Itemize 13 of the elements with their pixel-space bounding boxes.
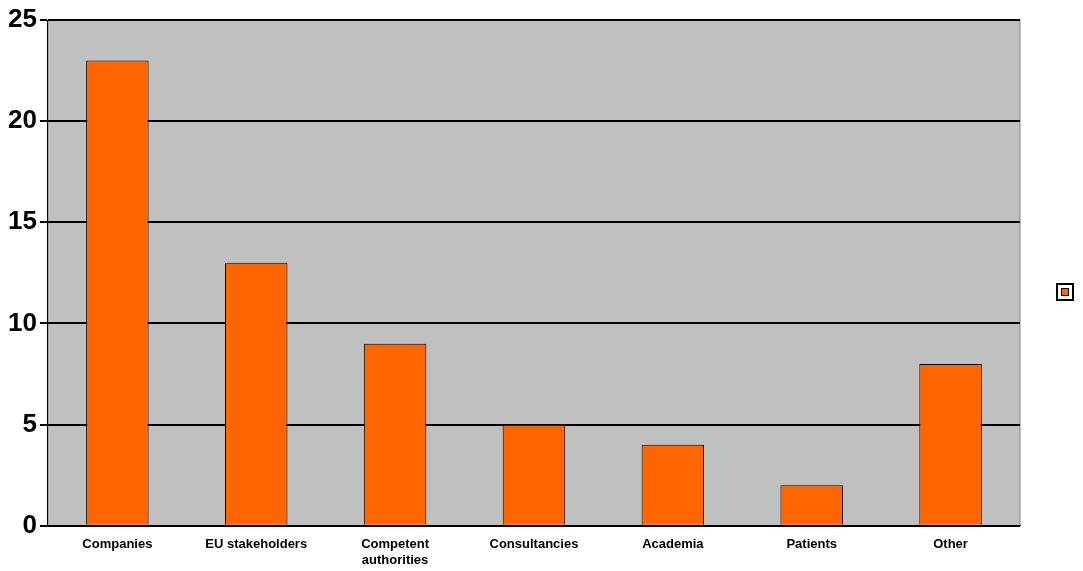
x-tick-label: Competent authorities [361, 536, 430, 567]
x-tick-label: Academia [642, 536, 705, 552]
x-tick-label: EU stakeholders [205, 536, 308, 552]
y-tick-label: 0 [22, 508, 37, 539]
y-tick-label: 25 [8, 3, 37, 34]
y-tick-label: 5 [22, 407, 37, 438]
x-tick-label: Patients [786, 536, 837, 552]
y-tick-label: 10 [8, 306, 37, 337]
y-tick-label: 20 [8, 104, 37, 135]
y-tick-label: 15 [8, 205, 37, 236]
x-tick-label: Other [933, 536, 968, 552]
x-tick-label: Consultancies [489, 536, 579, 552]
x-tick-label: Companies [82, 536, 153, 552]
